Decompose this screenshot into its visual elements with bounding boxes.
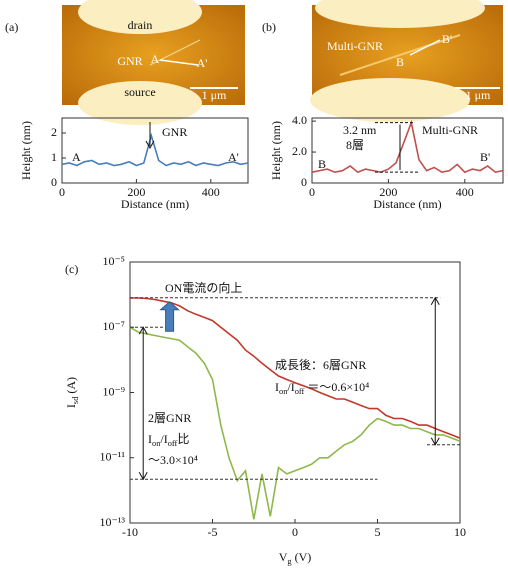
y-tick-label: 10⁻¹¹ [99,450,125,464]
x-tick-label: 400 [456,185,474,199]
x-tick-label: -10 [122,525,138,539]
x-axis-label: Distance (nm) [121,197,189,211]
annotation: ～3.0×10⁴ [148,453,198,467]
arrow-head [138,471,148,481]
data-line [311,119,504,174]
data-line [129,326,461,520]
y-axis-label: Height (nm) [19,121,33,180]
y-tick-label: 2.0 [292,144,307,158]
image-label: A [151,52,160,66]
afm-image-a [62,0,245,125]
afm-image-b [310,0,503,122]
annotation-part: 成長後：6層GNR [275,358,366,372]
y-tick-label: 0 [51,175,57,189]
y-axis-label: Height (nm) [269,121,283,180]
x-tick-label: 10 [454,525,466,539]
annotation: Ion/Ioff ＝～0.6×10⁴ [275,380,369,397]
annotation-part: I [275,380,279,394]
annotation-part: 比 [177,432,189,446]
image-label: B' [442,32,452,46]
y-tick-label: 10⁻⁹ [102,384,125,398]
annotation: ON電流の向上 [165,280,242,295]
annotation-part: 2層GNR [148,411,191,425]
x-tick-label: 5 [375,525,381,539]
x-axis-label-part: V [279,550,288,564]
panel-label: (b) [262,20,276,34]
annotation: A' [228,150,239,164]
y-tick-label: 2 [51,125,57,139]
image-label: drain [128,18,153,32]
annotation-part: ＝～0.6×10⁴ [304,380,369,394]
annotation: B' [480,150,490,164]
image-label: 1 μm [466,88,491,102]
x-tick-label: 0 [309,185,315,199]
annotation: 8層 [346,138,364,152]
x-tick-label: 0 [59,185,65,199]
arrow-head [145,140,155,150]
y-tick-label: 4.0 [292,113,307,127]
y-axis-label-part: I [64,404,78,408]
image-label: source [124,85,155,99]
data-line [61,132,249,167]
image-label: A' [197,56,208,70]
annotation: 2層GNR [148,411,191,425]
annotation: Ion/Ioff比 [148,432,189,449]
improvement-arrow [159,301,180,332]
image-label: Multi-GNR [327,39,383,53]
arrow-head [138,326,148,335]
annotation: B [318,157,326,171]
x-tick-label: 0 [292,525,298,539]
annotation: GNR [162,125,187,139]
image-label: B [396,55,404,69]
annotation-part: ON電流の向上 [165,280,242,295]
annotation-part: on [279,387,288,396]
annotation-part: on [152,439,161,448]
annotation: A [72,150,81,164]
arrow-head [430,296,440,306]
x-axis-label-part: g [287,557,292,566]
x-tick-label: -5 [208,525,218,539]
x-tick-label: 400 [202,185,220,199]
plot-frame [61,117,249,184]
x-axis-label: Vg (V) [279,550,312,567]
annotation-part: /I [160,432,167,446]
y-tick-label: 10⁻⁵ [102,254,125,268]
data-line [130,297,461,439]
annotation-part: /I [287,380,294,394]
annotation-part: ～3.0×10⁴ [148,453,198,467]
x-tick-label: 200 [127,185,145,199]
y-tick-label: 0 [301,175,307,189]
y-axis-label-part: sd [71,396,80,404]
annotation: Multi-GNR [422,123,478,137]
image-label: GNR [117,54,142,68]
annotation-part: off [168,439,178,448]
x-axis-label: Distance (nm) [373,197,441,211]
panel-label: (c) [65,262,78,276]
annotation: 3.2 nm [343,123,377,137]
y-tick-label: 10⁻¹³ [99,515,125,529]
x-tick-label: 200 [379,185,397,199]
y-axis-label: Isd (A) [64,377,81,408]
y-tick-label: 1 [51,150,57,164]
y-tick-label: 10⁻⁷ [102,319,125,333]
plot-frame [311,117,504,184]
annotation: 成長後：6層GNR [275,358,366,372]
annotation-part: I [148,432,152,446]
image-label: 1 μm [202,88,227,102]
x-axis-label-part: (V) [292,550,312,564]
arrow-head [430,437,440,446]
annotation-part: off [295,387,305,396]
y-axis-label-part: (A) [64,377,78,397]
panel-label: (a) [5,20,18,34]
